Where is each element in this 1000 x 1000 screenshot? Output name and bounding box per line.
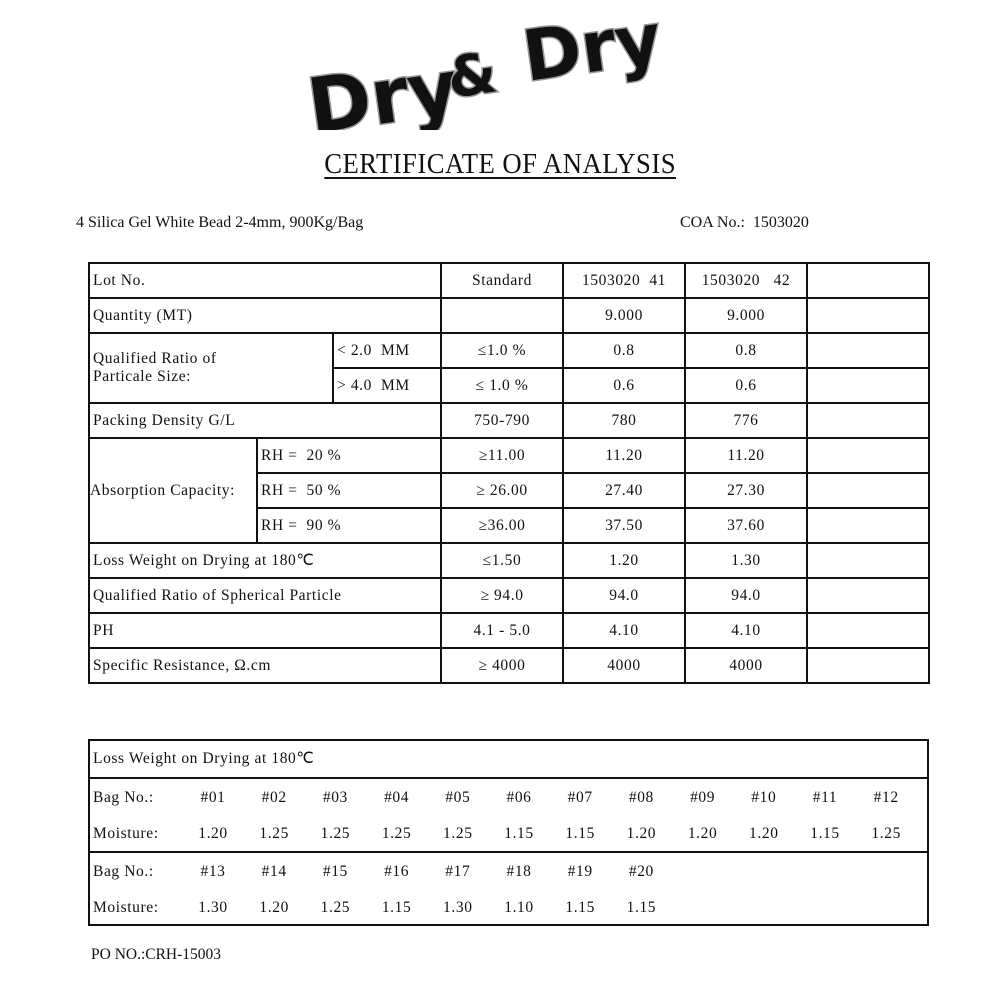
bag-number: #17 [445,863,471,880]
moisture-row: Moisture: 1.30 1.20 1.25 1.15 1.30 1.10 1.15 1.1… [90,889,927,925]
table-row: RH = 50 % ≥ 26.00 27.40 27.30 [89,472,930,509]
moisture-value: 1.15 [565,825,595,842]
bag-row: Bag No.: #01 #02 #03 #04 #05 #06 #07 #08 #09 #10 #1… [90,779,927,815]
moisture-value: 1.15 [626,899,657,916]
svg-text:Dry: Dry [518,10,666,98]
moisture-value: 1.20 [198,825,228,842]
bag-number: #20 [628,863,654,880]
moisture-value: 1.25 [443,825,473,842]
moisture-value: 1.15 [381,899,412,916]
bag-number: #18 [506,863,532,880]
product-description: 4 Silica Gel White Bead 2-4mm, 900Kg/Bag [76,214,364,231]
table-row: Qualified Ratio of Spherical Particle ≥ … [88,577,930,614]
svg-text:Dry: Dry [302,42,463,130]
moisture-value: 1.30 [443,899,473,916]
bag-label: Bag No.: [93,789,154,806]
bag-number: #11 [812,789,838,806]
bag-row: Bag No.: #13 #14 #15 #16 #17 #18 #19 #20 [90,853,927,889]
coa-number: COA No.: 1503020 [680,214,809,231]
table-row: > 4.0 MM ≤ 1.0 % 0.6 0.6 [89,367,930,404]
bag-number: #19 [567,863,593,880]
moisture-value: 1.25 [259,825,289,842]
table-row: Packing Density G/L 750-790 780 776 [88,402,930,439]
bag-number: #07 [567,789,593,806]
moisture-row: Moisture: 1.20 1.25 1.25 1.25 1.25 1.15 1.15 1.2… [90,815,927,851]
moisture-value: 1.25 [871,825,901,842]
moisture-value: 1.20 [259,899,289,916]
moisture-value: 1.15 [504,825,534,842]
table-row: RH = 90 % ≥36.00 37.50 37.60 [89,507,930,544]
bag-number: #01 [200,789,226,806]
table-row: Quantity (MT) 9.000 9.000 [88,297,930,334]
table-row: Specific Resistance, Ω.cm ≥ 4000 4000 40… [88,647,930,684]
bag-label: Bag No.: [93,863,154,880]
table-row: Lot No. Standard 1503020 41 1503020 42 [88,262,930,299]
moisture-value: 1.30 [198,899,228,916]
bag-number: #06 [506,789,532,806]
moisture-value: 1.25 [320,825,351,842]
bag-number: #14 [261,863,287,880]
table-row: Loss Weight on Drying at 180℃ ≤1.50 1.20… [88,542,930,579]
moisture-value: 1.25 [320,899,351,916]
moisture-value: 1.25 [381,825,412,842]
moisture-value: 1.15 [810,825,840,842]
bag-block-2: Bag No.: #13 #14 #15 #16 #17 #18 #19 #20 Moisture… [90,853,927,925]
bag-number: #12 [873,789,899,806]
moisture-table: Loss Weight on Drying at 180℃ Bag No.: #0… [88,739,929,926]
bag-number: #08 [628,789,654,806]
po-number: PO NO.:CRH-15003 [91,946,222,963]
moisture-table-header: Loss Weight on Drying at 180℃ [90,741,927,779]
page-title: CERTIFICATE OF ANALYSIS [324,148,676,180]
bag-number: #04 [384,789,410,806]
bag-number: #09 [690,789,716,806]
moisture-label: Moisture: [93,825,159,842]
moisture-value: 1.20 [687,825,718,842]
table-row: PH 4.1 - 5.0 4.10 4.10 [88,612,930,649]
analysis-table: Lot No. Standard 1503020 41 1503020 42 Q… [88,262,930,684]
bag-number: #05 [445,789,471,806]
bag-block-1: Bag No.: #01 #02 #03 #04 #05 #06 #07 #08 #09 #10 #1… [90,779,927,853]
table-row: Qualified Ratio of Particale Size: < 2.0 … [88,332,930,404]
table-row: Absorption Capacity: RH = 20 % ≥11.00 11… [88,437,930,544]
bag-number: #13 [200,863,226,880]
bag-number: #10 [751,789,777,806]
moisture-label: Moisture: [93,899,159,916]
bag-number: #15 [322,863,348,880]
bag-number: #16 [384,863,410,880]
bag-number: #02 [261,789,287,806]
moisture-value: 1.20 [749,825,779,842]
moisture-value: 1.20 [626,825,657,842]
dry-and-dry-logo: Dry & Dry [295,0,685,153]
svg-text:&: & [443,40,500,111]
moisture-value: 1.15 [565,899,595,916]
moisture-value: 1.10 [504,899,534,916]
bag-number: #03 [322,789,348,806]
